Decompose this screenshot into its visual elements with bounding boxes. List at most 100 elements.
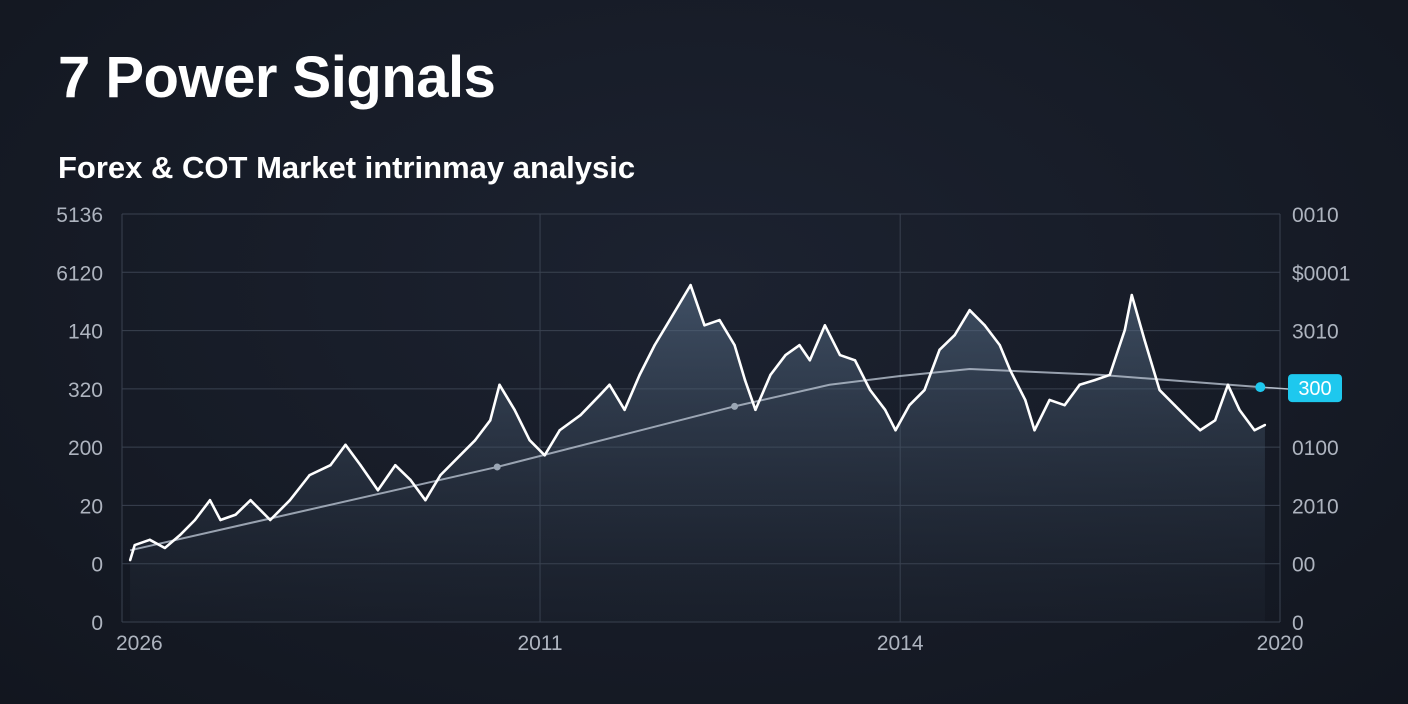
y-tick-left: 320	[68, 379, 103, 402]
price-point	[1063, 403, 1066, 407]
price-point	[1226, 383, 1230, 386]
price-point	[359, 464, 362, 467]
price-point	[489, 419, 492, 422]
price-point	[769, 373, 772, 377]
price-point	[128, 559, 132, 562]
price-point	[1238, 408, 1241, 412]
trend-point	[493, 463, 501, 471]
price-point	[208, 498, 212, 502]
price-point	[754, 408, 757, 412]
price-point	[1123, 328, 1127, 332]
price-point	[513, 408, 516, 412]
chart-title: 7 Power Signals	[58, 45, 496, 110]
price-point	[1033, 429, 1036, 432]
y-tick-left: 0	[91, 554, 103, 577]
price-point	[743, 378, 747, 382]
price-point	[968, 308, 971, 312]
callout-label: 300	[1298, 378, 1331, 400]
price-point	[288, 498, 292, 502]
price-point	[219, 518, 222, 522]
price-area	[130, 285, 1265, 622]
price-point	[1263, 423, 1267, 427]
y-tick-left: 140	[68, 321, 103, 344]
price-point	[439, 473, 442, 477]
callout-marker	[1255, 382, 1266, 393]
price-point	[1093, 378, 1096, 382]
price-point	[823, 324, 827, 327]
price-point	[1024, 398, 1027, 402]
price-point	[1253, 429, 1256, 432]
price-point	[923, 388, 926, 392]
price-point	[838, 353, 842, 357]
price-point	[1158, 388, 1161, 392]
price-point	[193, 518, 197, 522]
x-tick-label: 2026	[116, 632, 163, 655]
price-point	[894, 429, 897, 432]
y-tick-right: 0010	[1292, 204, 1339, 227]
price-point	[599, 393, 602, 396]
price-point	[1130, 293, 1133, 297]
price-point	[718, 318, 721, 322]
callout-badge	[1288, 374, 1342, 403]
price-point	[1008, 369, 1012, 372]
y-tick-left: 0	[91, 612, 103, 635]
price-point	[424, 498, 427, 502]
price-point	[623, 408, 626, 412]
trend-point	[731, 402, 739, 410]
price-point	[528, 438, 531, 442]
price-point	[148, 538, 151, 542]
price-point	[808, 359, 812, 362]
y-tick-left: 6120	[56, 262, 103, 285]
price-point	[178, 533, 182, 537]
price-point	[908, 403, 911, 407]
price-point	[409, 478, 412, 481]
price-point	[543, 454, 546, 457]
price-point	[579, 413, 582, 417]
y-tick-right: $0001	[1292, 262, 1350, 285]
price-point	[473, 438, 477, 442]
price-point	[344, 443, 347, 447]
price-point	[953, 334, 956, 337]
chart-subtitle: Forex & COT Market intrinmay analysic	[58, 150, 636, 185]
price-point	[608, 383, 611, 386]
price-point	[1188, 419, 1191, 422]
y-tick-left: 5136	[56, 204, 103, 227]
price-point	[394, 464, 397, 467]
price-point	[558, 429, 561, 432]
price-point	[1143, 338, 1146, 342]
price-point	[249, 498, 252, 502]
price-point	[1078, 383, 1081, 386]
price-point	[1173, 403, 1176, 407]
y-tick-left: 20	[80, 495, 103, 518]
price-point	[983, 324, 986, 327]
price-point	[1198, 429, 1202, 432]
price-point	[329, 464, 332, 467]
price-point	[868, 388, 872, 392]
price-point	[1213, 419, 1217, 422]
price-point	[938, 348, 941, 352]
price-point	[733, 343, 736, 347]
price-point	[853, 359, 857, 362]
y-tick-right: 2010	[1292, 495, 1339, 518]
y-tick-right: 0100	[1292, 437, 1339, 460]
x-tick-label: 2014	[877, 632, 924, 655]
y-tick-right: 0	[1292, 612, 1304, 635]
price-point	[458, 454, 462, 457]
price-point	[798, 343, 801, 347]
price-point	[653, 343, 656, 347]
price-point	[998, 343, 1001, 347]
price-point	[376, 489, 380, 492]
price-point	[883, 408, 887, 412]
price-point	[703, 324, 706, 327]
price-point	[163, 546, 167, 550]
price-point	[1108, 373, 1111, 377]
y-tick-right: 3010	[1292, 321, 1339, 344]
price-point	[689, 283, 692, 287]
price-point	[269, 518, 272, 522]
x-tick-label: 2020	[1257, 632, 1304, 655]
price-point	[784, 353, 787, 357]
price-point	[668, 318, 671, 322]
price-point	[638, 373, 641, 377]
price-point	[133, 543, 136, 547]
